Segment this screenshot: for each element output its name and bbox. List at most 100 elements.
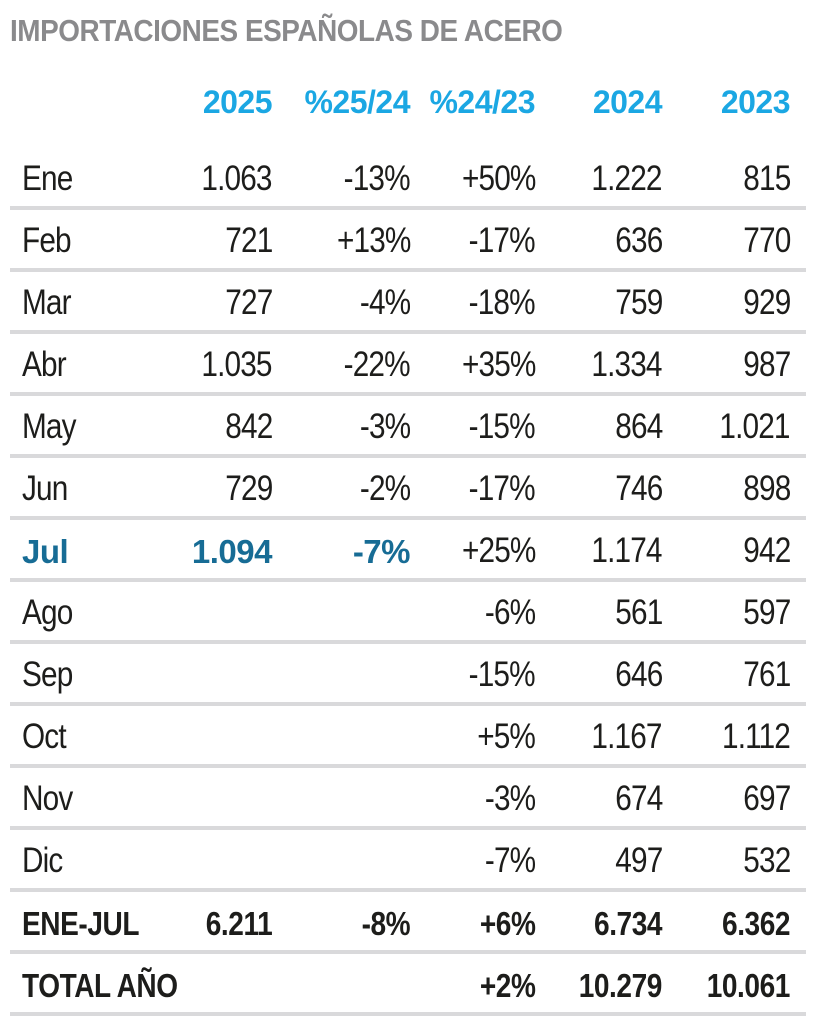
value-2023: 987 [662, 332, 806, 397]
period-label: TOTAL AÑO [10, 952, 178, 1016]
table-row-jun: Jun 729 -2% -17% 746 898 [10, 456, 806, 521]
table-row-feb: Feb 721 +13% -17% 636 770 [10, 208, 806, 273]
value-2025: 1.035 [140, 332, 273, 397]
month-label: May [10, 394, 140, 459]
value-pct-25-24 [272, 704, 410, 769]
table-row-total-ano: TOTAL AÑO +2% 10.279 10.061 [10, 952, 806, 1016]
value-pct-25-24 [272, 580, 410, 645]
month-label: Sep [10, 642, 140, 707]
value-2023: 6.362 [662, 890, 806, 955]
value-2024: 497 [535, 828, 663, 893]
value-2025 [140, 642, 272, 707]
table-row-ene: Ene 1.063 -13% +50% 1.222 815 [10, 148, 806, 211]
month-label: Ene [10, 148, 140, 211]
column-header-2024: 2024 [592, 84, 663, 121]
value-2025: 721 [140, 208, 273, 273]
value-2025: 727 [140, 270, 273, 335]
month-label: Ago [10, 580, 140, 645]
value-2024: 746 [535, 456, 663, 521]
table-row-abr: Abr 1.035 -22% +35% 1.334 987 [10, 332, 806, 397]
value-pct-24-23: +50% [410, 148, 536, 211]
month-label: Dic [10, 828, 140, 893]
value-2024: 636 [535, 208, 663, 273]
value-pct-24-23: +6% [410, 890, 535, 955]
value-pct-25-24 [272, 828, 410, 893]
month-label: Oct [10, 704, 140, 769]
value-2023: 532 [662, 828, 806, 893]
value-2025: 6.211 [140, 890, 272, 955]
value-pct-24-23: -17% [410, 208, 536, 273]
value-2025 [140, 766, 272, 831]
value-2024: 646 [535, 642, 663, 707]
value-2024: 10.279 [535, 952, 662, 1016]
value-2023: 597 [662, 580, 806, 645]
value-pct-25-24: +13% [272, 208, 411, 273]
value-2025: 842 [140, 394, 273, 459]
value-2024: 864 [535, 394, 663, 459]
column-header-2023: 2023 [720, 84, 791, 121]
value-pct-24-23: +35% [410, 332, 536, 397]
value-2025 [140, 704, 272, 769]
value-pct-25-24: -8% [272, 890, 410, 955]
value-pct-25-24 [272, 952, 410, 1016]
table-row-oct: Oct +5% 1.167 1.112 [10, 704, 806, 769]
value-pct-24-23: -15% [410, 642, 536, 707]
page-title-text: IMPORTACIONES ESPAÑOLAS DE ACERO [10, 13, 563, 48]
value-2024: 1.222 [535, 148, 663, 211]
page-title: IMPORTACIONES ESPAÑOLAS DE ACERO [10, 13, 820, 48]
value-pct-25-24 [272, 766, 410, 831]
value-pct-25-24: -22% [272, 332, 411, 397]
table-row-ene-jul-subtotal: ENE-JUL 6.211 -8% +6% 6.734 6.362 [10, 890, 806, 955]
column-header-month [10, 84, 140, 148]
value-pct-24-23: -15% [410, 394, 536, 459]
value-2023: 761 [662, 642, 806, 707]
value-pct-25-24: -13% [272, 148, 411, 211]
value-pct-25-24: -3% [272, 394, 411, 459]
value-2023: 770 [662, 208, 806, 273]
column-header-pct-25-24: %25/24 [304, 84, 410, 121]
value-2023: 1.021 [662, 394, 806, 459]
value-pct-24-23: +5% [410, 704, 536, 769]
value-2023: 815 [662, 148, 806, 211]
value-pct-24-23: -18% [410, 270, 536, 335]
value-2023: 1.112 [662, 704, 806, 769]
table-row-dic: Dic -7% 497 532 [10, 828, 806, 893]
value-pct-24-23: -6% [410, 580, 536, 645]
value-pct-24-23: -7% [410, 828, 536, 893]
value-2025: 729 [140, 456, 273, 521]
month-label: Jun [10, 456, 140, 521]
value-pct-24-23: -17% [410, 456, 536, 521]
value-2024: 759 [535, 270, 663, 335]
value-pct-25-24 [272, 642, 410, 707]
value-2025 [140, 828, 272, 893]
value-2025 [140, 580, 272, 645]
value-2024: 674 [535, 766, 663, 831]
table-row-ago: Ago -6% 561 597 [10, 580, 806, 645]
month-label: Jul [10, 518, 140, 583]
header-row: 2025 %25/24 %24/23 2024 2023 [10, 84, 806, 148]
month-label: Mar [10, 270, 140, 335]
value-pct-25-24: -2% [272, 456, 411, 521]
table-row-sep: Sep -15% 646 761 [10, 642, 806, 707]
table-row-jul-highlighted: Jul 1.094 -7% +25% 1.174 942 [10, 518, 806, 583]
period-label: ENE-JUL [10, 890, 140, 955]
table-row-mar: Mar 727 -4% -18% 759 929 [10, 270, 806, 335]
month-label: Feb [10, 208, 140, 273]
value-2025: 1.063 [140, 148, 273, 211]
value-pct-24-23: -3% [410, 766, 536, 831]
value-2023: 10.061 [662, 952, 806, 1016]
value-2023: 929 [662, 270, 806, 335]
month-label: Nov [10, 766, 140, 831]
table-row-nov: Nov -3% 674 697 [10, 766, 806, 831]
month-label: Abr [10, 332, 140, 397]
value-2024: 1.167 [535, 704, 663, 769]
value-pct-25-24: -7% [272, 518, 411, 583]
value-2024: 6.734 [535, 890, 662, 955]
column-header-2025: 2025 [202, 84, 273, 121]
value-2023: 697 [662, 766, 806, 831]
value-2024: 561 [535, 580, 663, 645]
column-header-pct-24-23: %24/23 [429, 84, 535, 121]
value-2024: 1.174 [535, 518, 663, 583]
steel-imports-table: 2025 %25/24 %24/23 2024 2023 Ene 1.063 -… [10, 84, 806, 1016]
value-2024: 1.334 [535, 332, 663, 397]
